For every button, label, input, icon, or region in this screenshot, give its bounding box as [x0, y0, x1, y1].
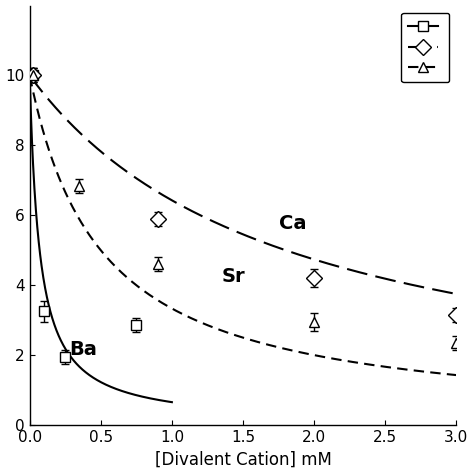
Text: Sr: Sr	[222, 267, 245, 286]
X-axis label: [Divalent Cation] mM: [Divalent Cation] mM	[155, 450, 331, 468]
Text: Ba: Ba	[70, 340, 97, 359]
Text: Ca: Ca	[279, 214, 306, 233]
Legend: , , : , ,	[401, 12, 449, 82]
